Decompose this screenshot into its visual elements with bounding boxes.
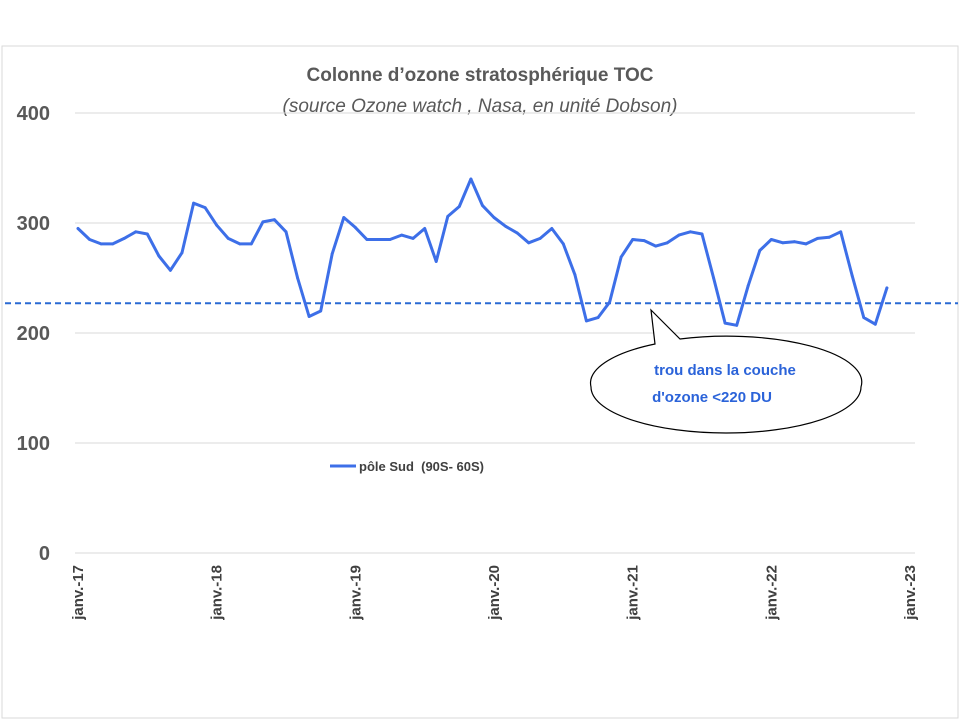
data-point	[515, 231, 519, 235]
gridlines	[75, 112, 915, 554]
data-point	[226, 237, 230, 240]
data-point	[481, 204, 484, 207]
x-tick-label: janv.-20	[486, 565, 503, 621]
x-tick-label: janv.-17	[70, 565, 87, 621]
x-axis-ticks: janv.-17 janv.-18 janv.-19 janv.-20 janv.-21…	[70, 565, 919, 621]
data-point	[504, 224, 507, 228]
data-point	[111, 242, 115, 246]
chart-title: Colonne d’ozone stratosphérique TOC	[307, 65, 654, 86]
chart-frame	[1, 45, 959, 719]
data-point	[145, 232, 149, 236]
x-tick-label: janv.-18	[209, 565, 226, 621]
data-point	[735, 323, 739, 327]
data-point	[850, 274, 854, 278]
data-point	[377, 238, 380, 241]
data-point	[665, 241, 669, 245]
data-point	[400, 233, 403, 237]
callout: trou dans la couche d'ozone <220 DU	[589, 308, 863, 434]
chart-subtitle: (source Ozone watch , Nasa, en unité Dob…	[283, 96, 678, 117]
data-point	[180, 251, 184, 255]
y-axis-ticks: 0 100 200 300 400	[17, 103, 50, 565]
data-point	[700, 232, 704, 236]
data-point	[527, 241, 531, 245]
data-point	[723, 321, 727, 325]
data-point	[642, 239, 646, 243]
x-tick-label: janv.-19	[347, 565, 364, 621]
y-tick-label: 200	[17, 323, 50, 345]
y-tick-label: 100	[17, 433, 50, 455]
data-point	[712, 276, 715, 280]
data-point	[862, 316, 866, 319]
legend-label: pôle Sud (90S- 60S)	[359, 459, 484, 474]
data-point	[342, 216, 346, 219]
data-point	[550, 227, 554, 230]
data-point	[122, 237, 126, 240]
data-point	[677, 233, 681, 237]
data-point	[169, 268, 172, 272]
series-layer	[76, 177, 889, 327]
data-point	[631, 238, 635, 241]
x-tick-label: janv.-21	[625, 565, 642, 621]
legend: pôle Sud (90S- 60S)	[330, 459, 484, 474]
data-point	[249, 242, 253, 246]
data-point	[746, 284, 750, 288]
data-point	[353, 226, 357, 229]
x-tick-label: janv.-22	[763, 565, 780, 621]
data-point	[816, 237, 819, 240]
data-point	[330, 252, 334, 256]
data-point	[284, 230, 288, 234]
data-point	[689, 230, 692, 234]
data-point	[758, 249, 762, 252]
data-point	[192, 201, 196, 205]
data-point	[203, 206, 207, 210]
data-point	[885, 286, 889, 290]
data-point	[157, 254, 161, 258]
data-point	[273, 218, 276, 222]
data-point	[99, 242, 103, 246]
data-point	[388, 238, 392, 241]
data-point	[88, 238, 91, 241]
y-tick-label: 300	[17, 213, 50, 235]
data-point	[492, 216, 496, 219]
data-point	[319, 309, 323, 313]
data-point	[457, 205, 461, 208]
data-point	[769, 238, 773, 241]
callout-bubble	[589, 308, 863, 434]
data-point	[654, 244, 658, 248]
callout-line-1: trou dans la couche	[654, 362, 796, 379]
data-point	[538, 237, 542, 240]
data-point	[238, 242, 242, 246]
data-point	[608, 300, 611, 304]
data-point	[215, 223, 219, 227]
callout-line-2: d'ozone <220 DU	[652, 389, 772, 406]
data-point	[446, 215, 450, 218]
data-point	[873, 322, 877, 326]
data-point	[793, 240, 796, 244]
data-point	[469, 177, 473, 181]
data-point	[839, 230, 843, 234]
data-point	[423, 227, 427, 230]
data-point	[411, 237, 415, 240]
x-tick-label: janv.-23	[902, 565, 919, 621]
data-point	[296, 276, 299, 280]
data-point	[619, 255, 623, 259]
data-point	[365, 238, 369, 241]
data-point	[434, 260, 438, 263]
data-point	[585, 319, 588, 323]
data-point	[76, 227, 80, 230]
data-point	[781, 241, 785, 245]
data-point	[134, 230, 138, 234]
data-point	[561, 242, 565, 246]
data-point	[827, 235, 831, 239]
y-tick-label: 0	[39, 543, 50, 565]
data-point	[596, 316, 600, 319]
y-tick-label: 400	[17, 103, 50, 125]
data-point	[261, 220, 265, 224]
data-point	[307, 315, 311, 318]
data-point	[804, 242, 808, 246]
data-point	[573, 273, 577, 277]
